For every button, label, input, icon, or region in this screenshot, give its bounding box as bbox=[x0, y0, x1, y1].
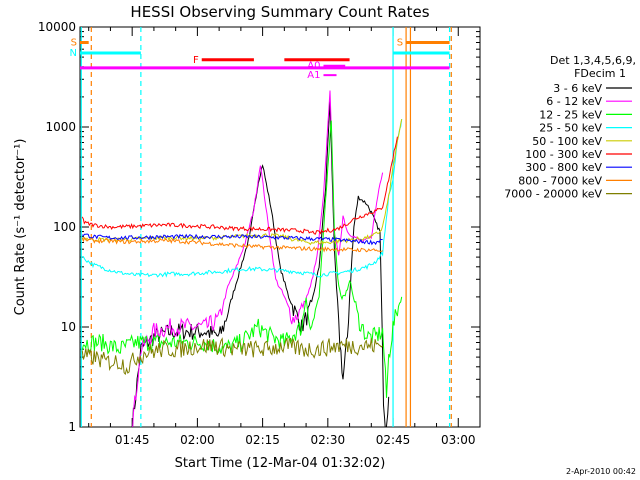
legend-label: 50 - 100 keV bbox=[532, 135, 602, 148]
legend-label: 3 - 6 keV bbox=[553, 82, 602, 95]
x-axis-label: Start Time (12-Mar-04 01:32:02) bbox=[175, 456, 386, 471]
legend-label: 7000 - 20000 keV bbox=[504, 188, 602, 201]
y-tick-label: 10000 bbox=[38, 20, 76, 34]
series-line bbox=[81, 136, 398, 235]
x-tick-label: 03:00 bbox=[441, 433, 476, 447]
legend-label: 6 - 12 keV bbox=[546, 95, 602, 108]
legend-header-line-1: Det 1,3,4,5,6,9, bbox=[550, 54, 636, 67]
x-tick-label: 02:00 bbox=[180, 433, 215, 447]
legend-label: 300 - 800 keV bbox=[525, 161, 602, 174]
y-tick-label: 100 bbox=[53, 220, 76, 234]
x-tick-label: 01:45 bbox=[115, 433, 150, 447]
x-tick-label: 02:15 bbox=[245, 433, 280, 447]
annotation-label: A0 bbox=[307, 61, 320, 72]
y-tick-label: 1000 bbox=[45, 120, 76, 134]
series-line bbox=[132, 90, 384, 427]
series-line bbox=[81, 233, 383, 246]
y-tick-label: 10 bbox=[61, 320, 76, 334]
series-line bbox=[132, 100, 390, 427]
annotation-label: N bbox=[70, 48, 77, 59]
x-tick-label: 02:45 bbox=[376, 433, 411, 447]
series-line bbox=[81, 120, 403, 398]
annotation-label: S bbox=[397, 37, 403, 48]
legend-header-line-2: FDecim 1 bbox=[574, 67, 626, 80]
annotation-label: A1 bbox=[307, 70, 320, 81]
footer-timestamp: 2-Apr-2010 00:42 bbox=[566, 467, 636, 476]
legend-label: 100 - 300 keV bbox=[525, 148, 602, 161]
annotation-label: S bbox=[71, 37, 77, 48]
legend-label: 800 - 7000 keV bbox=[518, 174, 602, 187]
legend-label: 25 - 50 keV bbox=[539, 122, 602, 135]
plot-frame bbox=[79, 26, 481, 428]
legend-label: 12 - 25 keV bbox=[539, 108, 602, 121]
x-tick-label: 02:30 bbox=[311, 433, 346, 447]
annotation-label: F bbox=[193, 55, 199, 66]
y-tick-label: 1 bbox=[68, 420, 76, 434]
chart-title: HESSI Observing Summary Count Rates bbox=[130, 3, 429, 21]
series-line bbox=[81, 236, 383, 253]
series-line bbox=[81, 337, 383, 376]
series-line bbox=[82, 119, 403, 278]
y-axis-label: Count Rate (s⁻¹ detector⁻¹) bbox=[13, 139, 28, 316]
